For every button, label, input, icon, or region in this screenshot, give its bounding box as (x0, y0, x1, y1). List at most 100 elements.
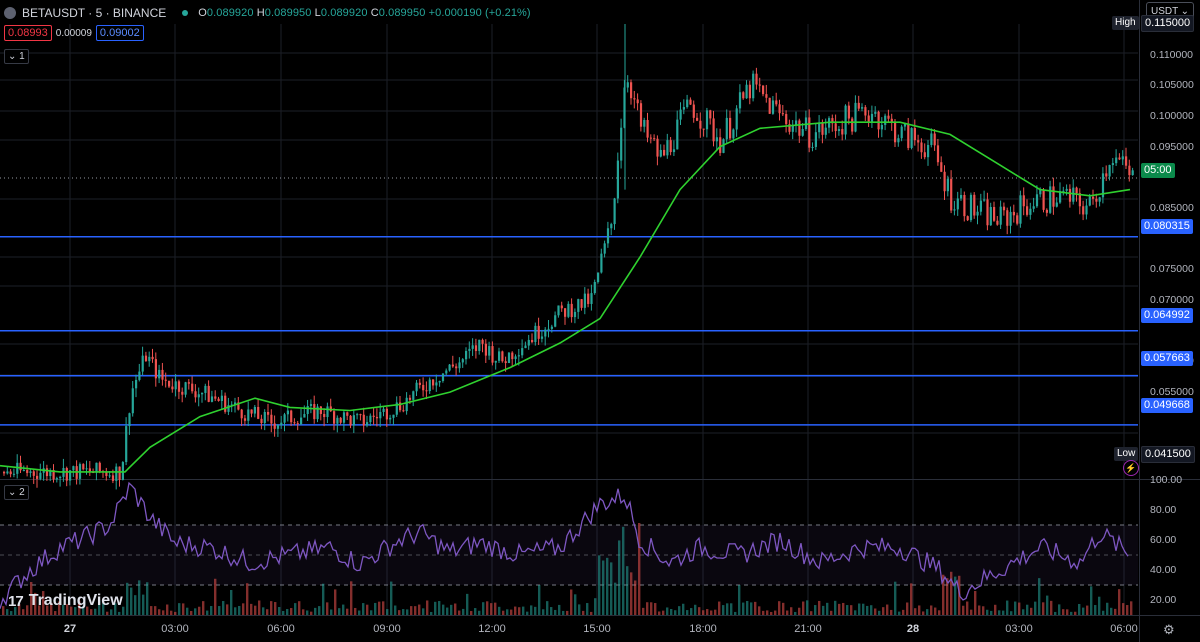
volume-bar (690, 608, 693, 615)
candle-body (933, 133, 936, 146)
candle-body (960, 194, 963, 199)
candle-body (484, 343, 487, 356)
level-label-4[interactable]: 0.049668 (1141, 398, 1193, 413)
volume-bar (938, 610, 941, 615)
candle-body (742, 92, 745, 99)
volume-bar (206, 610, 209, 615)
candle-body (547, 328, 550, 330)
volume-bar (98, 600, 101, 615)
volume-bar (426, 600, 429, 615)
candle-body (224, 395, 227, 412)
volume-bar (126, 582, 129, 615)
volume-bar (586, 603, 589, 615)
candle-body (319, 406, 322, 414)
gear-icon[interactable]: ⚙ (1163, 622, 1175, 637)
volume-bar (1010, 611, 1013, 615)
volume-bar (130, 587, 133, 615)
volume-bar (1086, 605, 1089, 615)
candle-body (12, 473, 16, 475)
volume-bar (830, 610, 833, 615)
volume-bar (642, 607, 645, 615)
symbol-title[interactable]: BETAUSDT · 5 · BINANCE (22, 6, 167, 20)
candle-body (121, 462, 124, 480)
candle-body (1111, 163, 1114, 165)
volume-bar (682, 603, 685, 615)
rsi-pane-toggle[interactable]: ⌄ 2 (4, 485, 29, 500)
rsi-tick-label: 80.00 (1150, 504, 1177, 516)
rsi-tick-label: 40.00 (1150, 564, 1177, 576)
candle-body (913, 128, 916, 141)
volume-bar (618, 540, 621, 615)
candle-body (9, 471, 12, 475)
price-pane-toggle[interactable]: ⌄ 1 (4, 49, 29, 64)
volume-bar (282, 610, 285, 615)
volume-bar (402, 609, 405, 615)
candle-body (590, 293, 593, 304)
candle-body (1101, 173, 1105, 198)
price-tick-label: 0.070000 (1150, 294, 1194, 307)
level-label-3[interactable]: 0.057663 (1141, 351, 1193, 366)
rsi-tick-label: 60.00 (1150, 534, 1177, 546)
volume-bar (494, 602, 497, 615)
volume-bar (386, 609, 389, 615)
volume-bar (778, 601, 781, 615)
volume-bar (214, 578, 217, 615)
time-tick-label: 06:00 (1110, 623, 1138, 635)
volume-bar (914, 608, 917, 615)
volume-bar (834, 600, 837, 615)
candle-body (544, 329, 547, 337)
candle-body (993, 207, 996, 221)
candle-body (82, 464, 85, 470)
level-label-1[interactable]: 0.080315 (1141, 219, 1193, 234)
candle-body (422, 384, 425, 391)
time-tick-label: 03:00 (161, 623, 189, 635)
candle-body (369, 415, 372, 423)
volume-bar (446, 607, 449, 615)
price-tick-label: 0.105000 (1150, 79, 1194, 92)
candle-body (989, 207, 992, 226)
volume-bar (950, 571, 953, 615)
volume-bar (514, 606, 517, 615)
volume-bar (810, 611, 813, 615)
candle-body (709, 110, 712, 119)
alert-bolt-icon[interactable]: ⚡ (1123, 460, 1139, 476)
candle-body (303, 414, 306, 418)
candle-body (435, 382, 438, 386)
volume-bar (534, 606, 537, 615)
candle-body (88, 468, 91, 473)
volume-bar (790, 607, 793, 615)
candle-body (580, 299, 583, 308)
volume-bar (826, 602, 829, 615)
candle-body (432, 379, 435, 386)
candle-body (804, 117, 808, 130)
volume-bar (6, 609, 9, 615)
candle-body (1012, 211, 1015, 216)
high-label: H (256, 7, 265, 19)
volume-bar (166, 604, 169, 615)
volume-bar (306, 610, 309, 615)
candle-body (6, 471, 9, 474)
volume-bar (294, 603, 297, 615)
candle-body (399, 402, 402, 411)
candle-body (603, 243, 606, 254)
candle-body (326, 406, 329, 418)
candle-body (1002, 206, 1006, 211)
volume-bar (726, 603, 729, 615)
candle-body (234, 402, 237, 405)
volume-bar (278, 606, 281, 615)
sell-button[interactable]: 0.08993 (4, 25, 52, 41)
candle-body (752, 73, 755, 99)
candle-body (573, 311, 577, 318)
candle-body (669, 140, 672, 153)
candle-body (385, 408, 388, 420)
candle-body (953, 209, 956, 211)
level-label-2[interactable]: 0.064992 (1141, 308, 1193, 323)
buy-button[interactable]: 0.09002 (95, 25, 144, 41)
volume-bar (298, 601, 301, 615)
candle-body (316, 406, 319, 420)
candle-body (45, 468, 49, 477)
candle-body (861, 107, 864, 109)
time-tick-label: 09:00 (373, 623, 401, 635)
candle-body (1026, 206, 1029, 215)
